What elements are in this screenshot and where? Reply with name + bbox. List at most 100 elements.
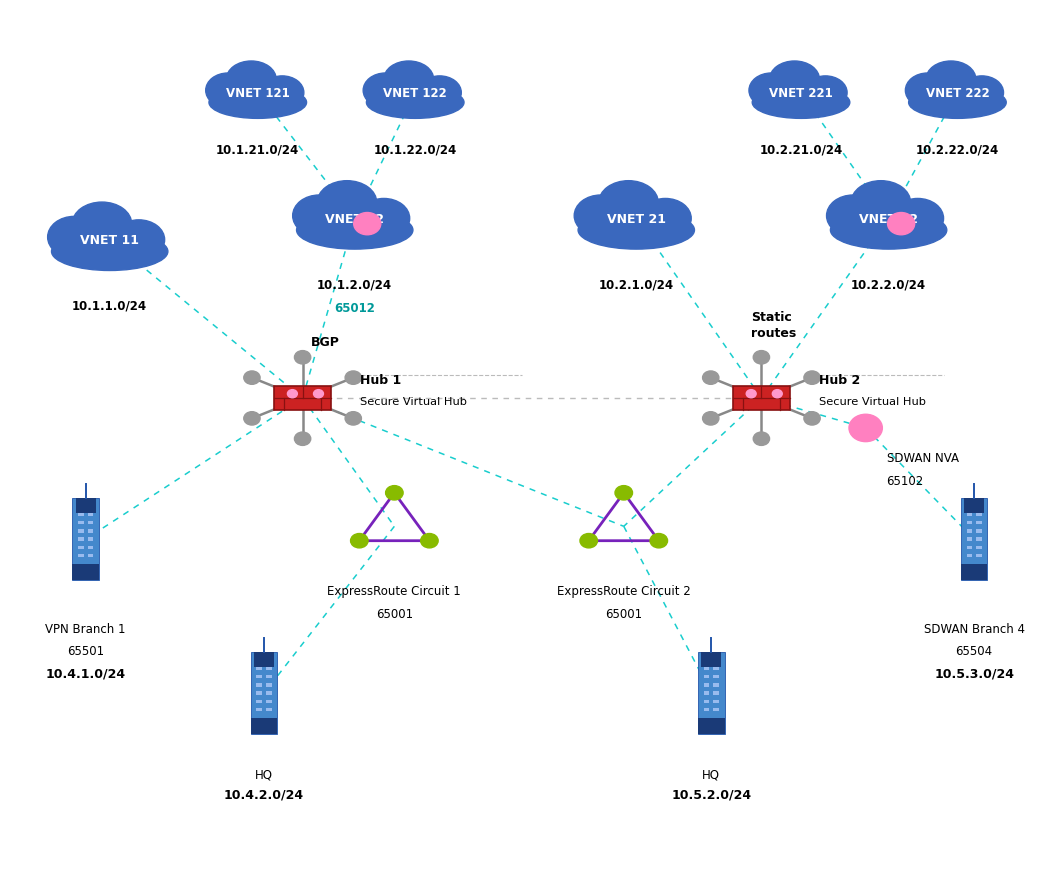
Ellipse shape [293, 195, 346, 237]
Ellipse shape [917, 76, 998, 111]
FancyBboxPatch shape [78, 554, 84, 557]
Circle shape [702, 371, 719, 384]
Text: 10.2.2.0/24: 10.2.2.0/24 [851, 278, 926, 292]
Ellipse shape [418, 76, 462, 109]
FancyBboxPatch shape [713, 684, 719, 687]
Ellipse shape [363, 73, 408, 107]
FancyBboxPatch shape [78, 512, 84, 516]
Ellipse shape [892, 198, 944, 238]
Ellipse shape [261, 76, 304, 109]
Circle shape [887, 212, 915, 235]
Circle shape [295, 351, 311, 364]
Circle shape [287, 389, 297, 398]
FancyBboxPatch shape [87, 538, 94, 541]
FancyBboxPatch shape [72, 564, 99, 581]
FancyBboxPatch shape [87, 546, 94, 549]
Ellipse shape [306, 199, 403, 240]
Ellipse shape [358, 198, 410, 238]
Text: 10.1.2.0/24: 10.1.2.0/24 [317, 278, 393, 292]
FancyBboxPatch shape [976, 521, 982, 525]
Ellipse shape [905, 73, 950, 107]
Ellipse shape [384, 61, 434, 98]
Text: ExpressRoute Circuit 1: ExpressRoute Circuit 1 [328, 585, 461, 597]
Text: SDWAN Branch 4: SDWAN Branch 4 [924, 623, 1025, 636]
Text: 65001: 65001 [376, 608, 413, 622]
Circle shape [804, 371, 820, 384]
Ellipse shape [769, 61, 819, 98]
FancyBboxPatch shape [256, 708, 262, 711]
Text: VNET 122: VNET 122 [383, 87, 447, 100]
FancyBboxPatch shape [78, 546, 84, 549]
Circle shape [849, 415, 882, 442]
Text: Hub 2: Hub 2 [818, 375, 860, 388]
Ellipse shape [72, 202, 132, 245]
Ellipse shape [48, 217, 101, 258]
FancyBboxPatch shape [87, 521, 94, 525]
Ellipse shape [827, 195, 880, 237]
Ellipse shape [578, 211, 695, 249]
FancyBboxPatch shape [713, 699, 719, 703]
FancyBboxPatch shape [256, 684, 262, 687]
Circle shape [702, 412, 719, 425]
Circle shape [314, 389, 323, 398]
FancyBboxPatch shape [703, 699, 710, 703]
Text: VNET 222: VNET 222 [926, 87, 990, 100]
Ellipse shape [909, 86, 1007, 119]
FancyBboxPatch shape [713, 667, 719, 670]
Ellipse shape [317, 181, 377, 224]
FancyBboxPatch shape [76, 498, 96, 512]
Ellipse shape [366, 86, 464, 119]
Ellipse shape [830, 211, 947, 249]
Ellipse shape [851, 181, 911, 224]
Text: 10.1.22.0/24: 10.1.22.0/24 [373, 143, 456, 156]
FancyBboxPatch shape [72, 498, 99, 581]
Text: Secure Virtual Hub: Secure Virtual Hub [818, 397, 926, 408]
Ellipse shape [587, 199, 685, 240]
Circle shape [385, 485, 403, 500]
Circle shape [244, 412, 260, 425]
Circle shape [650, 533, 667, 548]
Ellipse shape [841, 199, 937, 240]
FancyBboxPatch shape [251, 652, 278, 734]
Circle shape [244, 371, 260, 384]
FancyBboxPatch shape [713, 691, 719, 695]
Circle shape [580, 533, 598, 548]
FancyBboxPatch shape [703, 675, 710, 678]
Circle shape [746, 389, 757, 398]
Ellipse shape [749, 73, 794, 107]
Circle shape [345, 371, 362, 384]
FancyBboxPatch shape [266, 675, 271, 678]
Text: VNET 12: VNET 12 [326, 213, 384, 226]
Text: VNET 11: VNET 11 [80, 234, 139, 247]
Ellipse shape [209, 86, 306, 119]
Circle shape [615, 485, 632, 500]
Text: VNET 121: VNET 121 [226, 87, 289, 100]
FancyBboxPatch shape [966, 529, 972, 533]
Circle shape [295, 432, 311, 445]
FancyBboxPatch shape [256, 691, 262, 695]
Ellipse shape [639, 198, 692, 238]
Ellipse shape [599, 181, 659, 224]
FancyBboxPatch shape [703, 708, 710, 711]
Text: 65001: 65001 [605, 608, 643, 622]
Ellipse shape [960, 76, 1003, 109]
Text: 10.2.22.0/24: 10.2.22.0/24 [916, 143, 999, 156]
FancyBboxPatch shape [961, 564, 987, 581]
Circle shape [420, 533, 438, 548]
Ellipse shape [205, 73, 250, 107]
FancyBboxPatch shape [251, 718, 278, 734]
FancyBboxPatch shape [703, 667, 710, 670]
Circle shape [753, 351, 769, 364]
FancyBboxPatch shape [733, 386, 789, 410]
Text: 10.2.1.0/24: 10.2.1.0/24 [599, 278, 674, 292]
FancyBboxPatch shape [275, 386, 331, 410]
Text: 10.5.3.0/24: 10.5.3.0/24 [934, 668, 1014, 680]
Ellipse shape [761, 76, 842, 111]
FancyBboxPatch shape [976, 529, 982, 533]
Text: Static
routes: Static routes [751, 311, 796, 340]
FancyBboxPatch shape [976, 546, 982, 549]
FancyBboxPatch shape [698, 718, 725, 734]
Ellipse shape [752, 86, 850, 119]
FancyBboxPatch shape [966, 546, 972, 549]
Circle shape [350, 533, 368, 548]
